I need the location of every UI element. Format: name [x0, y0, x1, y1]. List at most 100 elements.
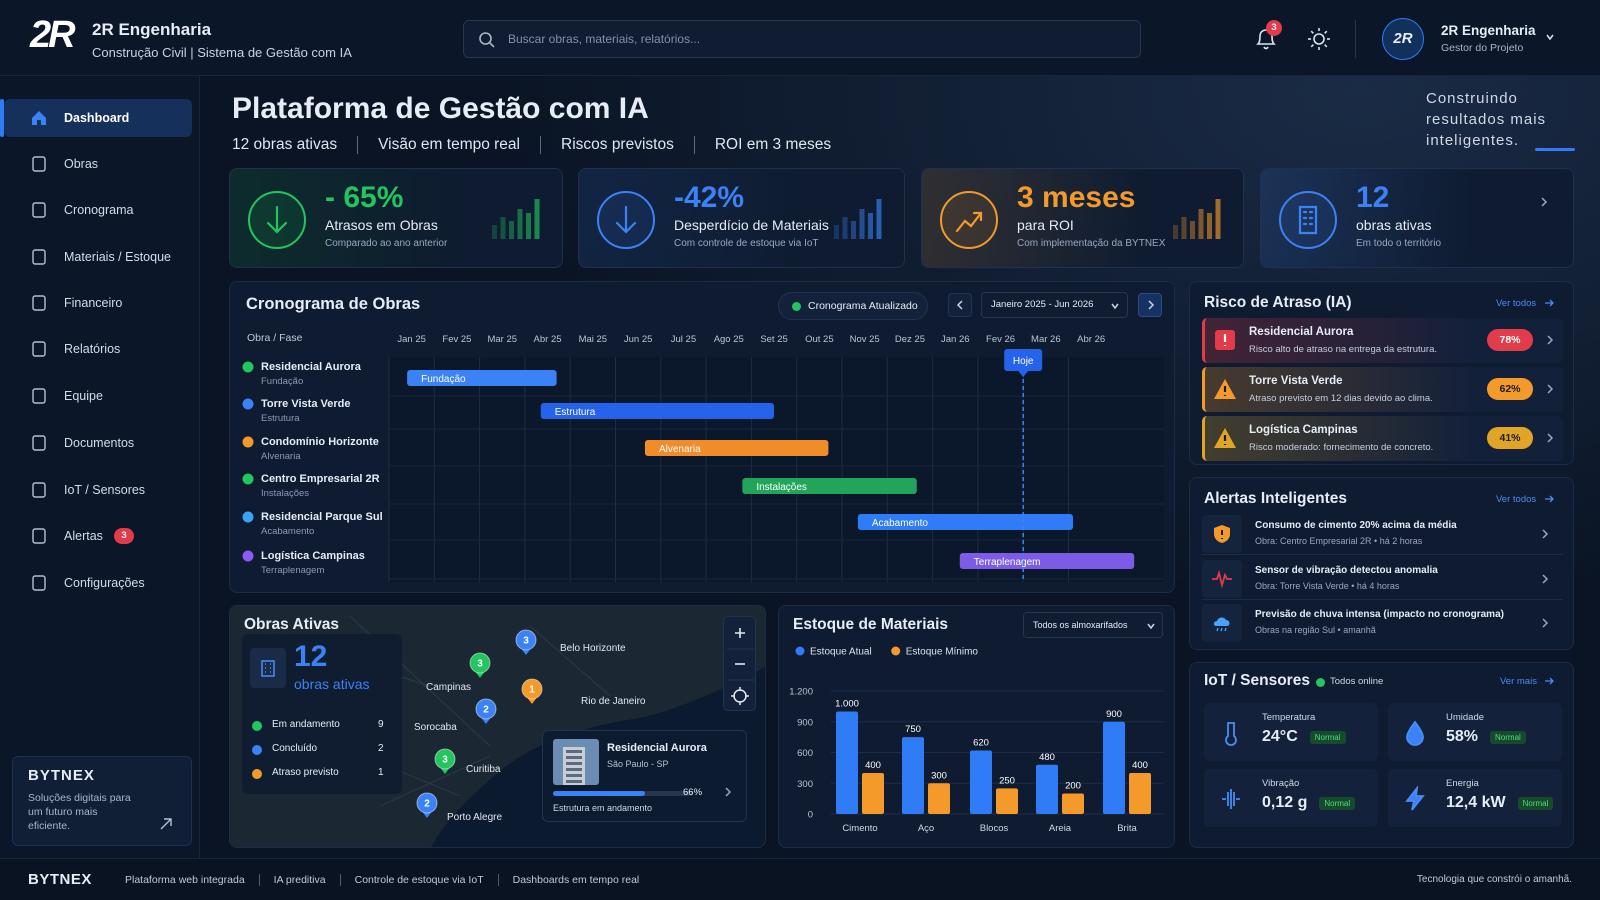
nav-label: Configurações [64, 576, 145, 590]
logo: 2R [30, 14, 76, 56]
bar [1129, 773, 1151, 814]
risk-name: Residencial Aurora [1249, 326, 1354, 338]
sensor-value: 0,12 g Normal [1262, 794, 1356, 812]
sensor-icon [1222, 789, 1240, 809]
kpi-icon [1279, 191, 1337, 249]
sensor-value: 24°C Normal [1262, 728, 1346, 746]
alert-item[interactable]: Previsão de chuva intensa (impacto no cr… [1202, 603, 1563, 644]
prev-button[interactable] [948, 293, 972, 317]
alert-item[interactable]: Consumo de cimento 20% acima da média Obr… [1202, 514, 1563, 555]
nav-item[interactable]: Dashboard [0, 99, 192, 137]
bar [970, 750, 992, 814]
arrow-line [1545, 677, 1554, 685]
sensor-icon [1406, 720, 1424, 746]
alert-meta: Obra: Centro Empresarial 2R • há 2 horas [1255, 536, 1423, 546]
legend-label: Estoque Mínimo [906, 647, 979, 658]
map-panel: Belo Horizonte Campinas Rio de Janeiro Soro… [229, 605, 766, 848]
bar [836, 711, 858, 814]
chevron[interactable] [1545, 32, 1555, 42]
marker-label: 2 [483, 705, 489, 716]
nav-badge: 3 [114, 528, 134, 544]
risk-item[interactable]: Logística Campinas Risco moderado: fornec… [1202, 416, 1563, 461]
hero-tag: Visão em tempo real [357, 136, 540, 154]
sensor-label: Energia [1446, 778, 1479, 789]
range-select[interactable]: Janeiro 2025 - Jun 2026 [981, 292, 1128, 318]
view-more-link[interactable]: Ver mais [1500, 676, 1537, 687]
gantt-grid-bg [389, 357, 1164, 582]
active-indicator [0, 99, 4, 137]
decor-bar [526, 213, 531, 239]
nav-item[interactable]: Materiais / Estoque [4, 238, 192, 276]
row-dot [242, 550, 254, 562]
risk-icon [1214, 379, 1236, 399]
decor-bar [851, 221, 856, 239]
nav-item[interactable]: Relatórios [4, 330, 192, 368]
site-photo [553, 739, 599, 785]
sun-ray [1324, 30, 1328, 34]
avatar: 2R [1382, 18, 1424, 60]
nav-item[interactable]: Cronograma [4, 191, 192, 229]
search-box[interactable]: Buscar obras, materiais, relatórios... [463, 20, 1141, 58]
hero-tag: ROI em 3 meses [693, 136, 851, 154]
arrow-icon [1545, 299, 1554, 307]
risk-item[interactable]: Residencial Aurora Risco alto de atraso n… [1202, 318, 1563, 363]
warehouse-filter[interactable]: Todos os almoxarifados [1023, 612, 1163, 638]
nav-item[interactable]: Obras [4, 145, 192, 183]
site-card[interactable]: Residencial Aurora São Paulo - SP 66% Estru… [542, 730, 747, 822]
alert-icon [1213, 617, 1230, 632]
footer-item: Controle de estoque via IoT [339, 874, 498, 886]
chevron-line [956, 300, 963, 310]
nav-item[interactable]: Financeiro [4, 284, 192, 322]
nav-item[interactable]: Documentos [4, 424, 192, 462]
view-all-link[interactable]: Ver todos [1496, 298, 1537, 309]
chevron [725, 787, 732, 797]
sensor-glyph [1406, 720, 1424, 746]
arrow [160, 818, 172, 830]
alert-title: Sensor de vibração detectou anomalia [1255, 564, 1438, 576]
chevron-line [1542, 618, 1549, 628]
online-text: Todos online [1330, 676, 1384, 687]
bar-value-label: 400 [1132, 760, 1148, 771]
icon-outline [32, 202, 46, 218]
alert-meta: Obra: Torre Vista Verde • há 4 horas [1255, 580, 1400, 591]
x-tick-label: Cimento [842, 823, 877, 834]
nav-item[interactable]: Configurações [4, 564, 192, 602]
row-phase: Alvenaria [261, 451, 301, 462]
window-row [566, 756, 582, 759]
nav-item[interactable]: Alertas 3 [4, 517, 192, 555]
bar-label: Instalações [756, 482, 807, 493]
gantt-bar [857, 514, 1074, 530]
marker [515, 629, 537, 651]
view-all-link[interactable]: Ver todos [1496, 494, 1537, 505]
marker-label: 2 [424, 799, 430, 810]
theme-icon[interactable] [1306, 26, 1332, 52]
risk-item[interactable]: Torre Vista Verde Atraso previsto em 12 d… [1202, 367, 1563, 412]
row-phase: Acabamento [261, 526, 314, 537]
page-title: Plataforma de Gestão com IA [232, 92, 649, 125]
next-button[interactable] [1138, 293, 1162, 317]
nav-item[interactable]: Equipe [4, 377, 192, 415]
risk-name: Logística Campinas [1249, 424, 1358, 436]
sensor-value-text: 58% [1446, 728, 1479, 745]
city-label: Curitiba [466, 764, 501, 775]
site-location: São Paulo - SP [607, 759, 669, 769]
iot-panel: IoT / Sensores Todos online Ver mais Temper… [1189, 662, 1574, 848]
alert-item[interactable]: Sensor de vibração detectou anomalia Obra… [1202, 559, 1563, 600]
decor-bar [500, 217, 506, 239]
nav-label: Cronograma [64, 203, 134, 217]
city-label: Porto Alegre [447, 812, 502, 823]
risk-panel: Risco de Atraso (IA) Ver todos Residencial… [1189, 281, 1574, 465]
sensor-value-text: 24°C [1262, 728, 1298, 745]
sensor-card: Vibração 0,12 g Normal [1204, 769, 1378, 827]
bar-value-label: 250 [999, 775, 1015, 786]
nav-item[interactable]: IoT / Sensores [4, 471, 192, 509]
bar-value-label: 300 [931, 770, 947, 781]
footer-item: Plataforma web integrada [125, 874, 245, 886]
gantt-bar [644, 440, 829, 456]
city-label: Sorocaba [414, 722, 457, 733]
panel-title: Estoque de Materiais [793, 616, 949, 633]
nav-label: Obras [64, 157, 99, 171]
kpi-note: Comparado ao ano anterior [325, 238, 448, 249]
decor-bar [876, 199, 882, 239]
